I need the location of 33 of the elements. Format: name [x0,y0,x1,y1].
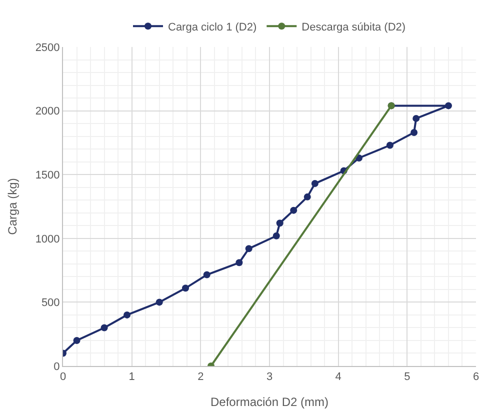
x-tick-label: 2 [198,371,204,384]
x-tick-label: 3 [266,371,273,384]
x-tick-label: 1 [128,371,135,384]
point [386,142,394,149]
y-tick-label: 0 [54,360,60,373]
legend-label: Carga ciclo 1 (D2) [168,21,257,34]
point [444,102,452,110]
point [203,271,210,278]
y-axis-title: Carga (kg) [6,178,20,235]
y-tick-label: 2500 [35,42,60,54]
point [290,206,298,214]
y-tick-label: 1000 [35,233,60,246]
point [156,298,163,306]
point [412,114,420,122]
point [304,193,311,200]
point [245,245,252,252]
x-tick-label: 6 [472,371,480,384]
x-axis-title: Deformación D2 (mm) [210,395,329,410]
point [100,324,108,332]
point [276,220,284,227]
point [124,311,131,318]
point [272,232,280,240]
x-tick-label: 5 [404,371,410,384]
y-tick-label: 500 [41,297,60,310]
point [311,180,318,188]
point [236,259,243,266]
legend-label: Descarga súbita (D2) [302,21,406,34]
point [182,284,190,292]
y-tick-label: 2000 [35,106,60,118]
point [73,336,80,344]
y-tick-label: 1500 [35,169,60,182]
point [410,128,418,136]
x-tick-label: 4 [335,371,342,384]
